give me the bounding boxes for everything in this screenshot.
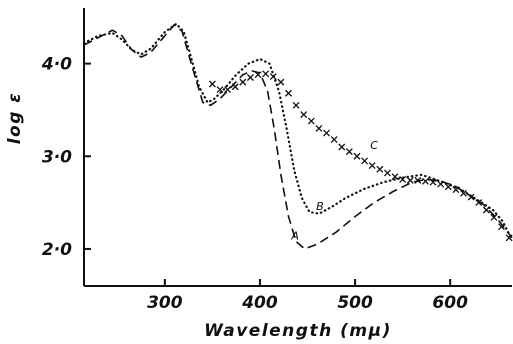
series-c-point-24 <box>391 173 399 181</box>
series-c-point-0 <box>208 80 216 88</box>
labels-layer: A B C <box>290 139 378 243</box>
series-c-point-25 <box>399 175 407 183</box>
series-c-point-7 <box>262 70 270 78</box>
series-c-point-22 <box>376 165 384 173</box>
series-c-point-5 <box>246 74 254 81</box>
series-c <box>208 70 513 242</box>
series-b-line <box>82 22 513 241</box>
series-c-point-18 <box>345 148 353 156</box>
y-tick-label-2: 2·0 <box>42 240 72 260</box>
series-a-line <box>83 23 513 250</box>
series-c-point-15 <box>323 129 330 137</box>
series-c-point-30 <box>437 180 445 188</box>
series-c-point-29 <box>429 178 437 186</box>
series-c-point-16 <box>330 136 338 144</box>
series-c-point-34 <box>467 193 475 201</box>
series-c-point-8 <box>269 73 277 81</box>
series-c-point-32 <box>452 186 460 194</box>
series-c-point-19 <box>353 152 361 160</box>
series-c-point-31 <box>444 183 452 191</box>
series-c-point-1 <box>216 86 224 94</box>
series-c-point-9 <box>277 78 285 86</box>
x-tick-label-500: 500 <box>337 293 373 313</box>
x-tick-label-300: 300 <box>147 293 183 313</box>
series-c-point-17 <box>338 143 346 151</box>
series-layer <box>82 22 513 250</box>
series-c-point-12 <box>300 111 308 119</box>
series-c-point-3 <box>231 83 239 91</box>
y-tick-label-3: 3·0 <box>42 147 72 167</box>
series-c-point-27 <box>414 176 422 184</box>
series-c-point-37 <box>490 213 498 221</box>
series-c-point-26 <box>406 176 414 184</box>
series-c-label: C <box>370 139 378 152</box>
y-tick-label-4: 4·0 <box>41 55 72 75</box>
y-axis-title: log ε <box>5 92 25 145</box>
series-c-point-35 <box>475 199 483 207</box>
series-c-point-21 <box>368 162 376 169</box>
x-tick-label-400: 400 <box>241 293 278 313</box>
x-axis-title: Wavelength (mμ) <box>204 321 392 341</box>
series-c-point-2 <box>224 86 232 94</box>
x-tick-label-600: 600 <box>432 293 468 313</box>
series-c-point-28 <box>421 177 429 185</box>
series-c-point-36 <box>482 206 490 214</box>
series-c-point-38 <box>498 223 505 231</box>
series-c-point-4 <box>239 78 247 86</box>
series-c-point-10 <box>285 89 292 97</box>
series-c-point-11 <box>292 101 300 109</box>
series-c-point-14 <box>315 125 323 132</box>
series-c-point-20 <box>361 157 369 165</box>
axis-ticks: 300 400 500 600 2·0 3·0 4·0 <box>41 55 468 313</box>
series-c-point-39 <box>505 234 513 242</box>
series-c-point-13 <box>307 117 315 125</box>
series-b-label: B <box>316 200 324 213</box>
series-c-point-6 <box>254 71 262 79</box>
series-a-label: A <box>290 230 299 243</box>
series-c-point-23 <box>383 169 391 177</box>
series-c-point-33 <box>460 189 467 197</box>
